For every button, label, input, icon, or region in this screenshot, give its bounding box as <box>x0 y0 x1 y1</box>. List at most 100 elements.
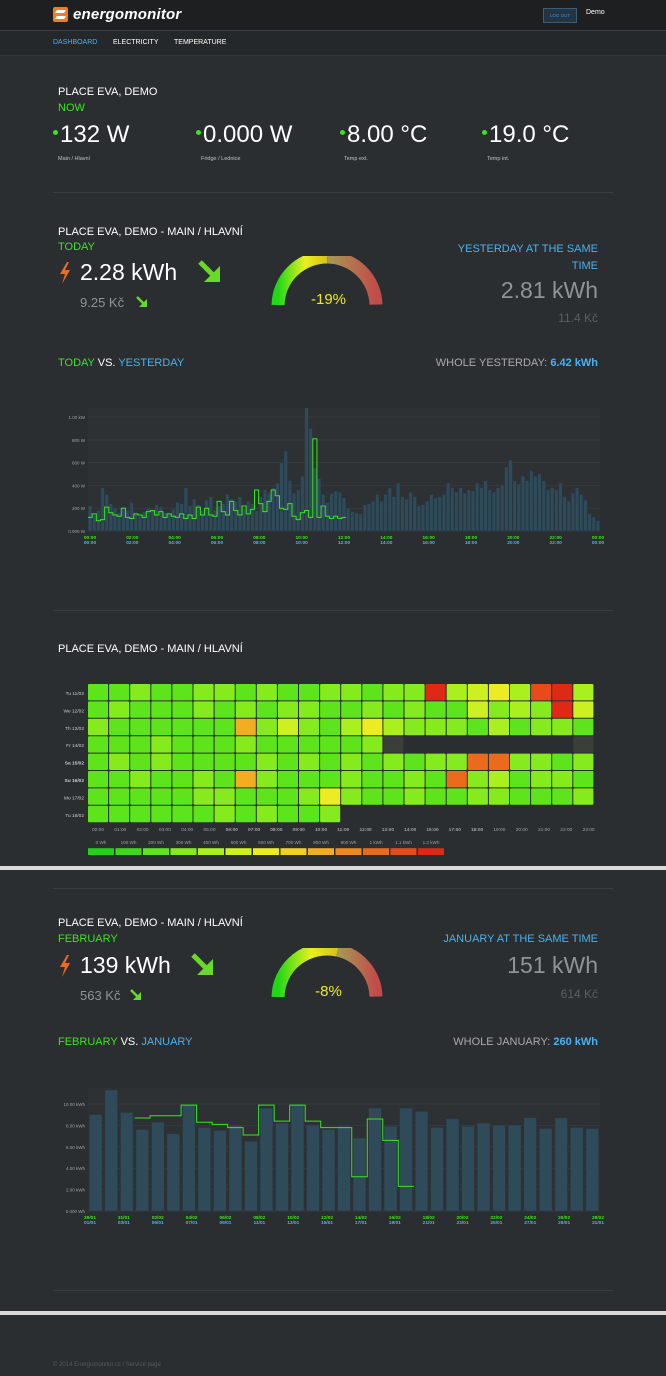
heatmap-cell <box>383 788 404 805</box>
chart-bar <box>383 494 388 532</box>
chart-bar <box>104 494 109 532</box>
compare-title: JANUARY AT THE SAME TIME <box>443 933 598 945</box>
heatmap-cell <box>320 805 341 823</box>
heatmap-cell <box>531 753 552 770</box>
legend-february[interactable]: FEBRUARY <box>58 1036 118 1048</box>
heatmap-cell <box>235 701 256 718</box>
heatmap-cell <box>151 701 172 718</box>
chart-bar <box>263 489 267 532</box>
chart-bar <box>175 502 180 532</box>
heatmap-cell <box>193 736 214 753</box>
heatmap-cell <box>235 684 256 701</box>
legend-today[interactable]: TODAY <box>58 357 95 369</box>
daily-cost: 9.25 Kč <box>80 295 125 310</box>
reading-fridge-label[interactable]: Fridge / Lednice <box>201 156 241 162</box>
heatmap-cell <box>552 701 573 718</box>
monthly-value: 139 kWh <box>80 952 171 978</box>
chart-bar <box>121 506 126 532</box>
heatmap-cell <box>88 788 109 805</box>
comparison-gauge <box>271 256 383 306</box>
legend-yesterday[interactable]: YESTERDAY <box>118 357 185 369</box>
x-tick-label: 10/02 <box>287 1215 299 1221</box>
reading-temp-ext-label[interactable]: Temp ext. <box>344 156 368 162</box>
x-tick-label-compare: 12:00 <box>338 540 351 546</box>
live-dot-icon <box>196 130 201 135</box>
arrow-down-right-icon <box>130 989 141 1000</box>
x-tick-label: 10:00 <box>296 535 309 541</box>
x-tick-label: 18:00 <box>465 535 478 541</box>
x-tick-label-compare: 20:00 <box>507 540 520 546</box>
heatmap-cell <box>488 771 509 788</box>
x-tick-label-compare: 27/01 <box>524 1220 536 1226</box>
x-tick-label-compare: 19/01 <box>389 1220 401 1226</box>
chart-bar <box>367 503 371 532</box>
compare-title: YESTERDAY AT THE SAME TIME <box>457 243 598 272</box>
heatmap-hour-label: 06:00 <box>226 827 239 833</box>
brand-logo[interactable]: energomonitor <box>53 6 181 23</box>
heatmap-cell <box>488 718 509 736</box>
reading-temp-int-label[interactable]: Temp int. <box>487 156 510 162</box>
chart-bar <box>291 1103 304 1212</box>
heatmap-cell <box>341 771 362 788</box>
heatmap-cell <box>488 684 509 701</box>
heatmap-cell <box>256 718 277 736</box>
heatmap-cell <box>320 771 341 788</box>
nav-item-temperature[interactable]: TEMPERATURE <box>174 39 227 46</box>
chart-bar <box>362 504 367 532</box>
scale-label: 400 Wh <box>203 840 219 845</box>
hourly-heatmap[interactable]: Tu 11/02 We 12/02 Th 13/02 Fr 14/02 Sa 15/02… <box>55 680 613 855</box>
heatmap-cell <box>130 718 151 736</box>
scale-swatch <box>115 848 142 855</box>
heatmap-cell <box>88 701 109 718</box>
heatmap-cell <box>446 771 467 788</box>
heatmap-cell <box>383 753 404 770</box>
nav-item-electricity[interactable]: ELECTRICITY <box>113 39 159 46</box>
heatmap-cell <box>383 701 404 718</box>
user-name[interactable]: Demo <box>586 9 605 16</box>
heatmap-hour-label: 22:00 <box>560 827 572 833</box>
scale-label: 600 Wh <box>258 840 274 845</box>
chart-bar <box>296 489 301 532</box>
chart-bar <box>188 505 192 532</box>
logout-button[interactable]: LOG OUT <box>543 8 577 23</box>
heatmap-cell <box>109 753 130 770</box>
heatmap-cell <box>130 753 151 770</box>
heatmap-cell <box>151 771 172 788</box>
heatmap-row-label: Fr 14/02 <box>66 743 84 749</box>
scale-label: 1.1 kWh <box>395 840 412 845</box>
scale-swatch <box>88 848 114 855</box>
chart-bar <box>533 476 538 532</box>
scale-label: 200 Wh <box>148 840 164 845</box>
heatmap-cell <box>320 701 341 718</box>
chart-bar <box>321 494 326 532</box>
heatmap-cell <box>172 701 193 718</box>
legend-january[interactable]: JANUARY <box>141 1036 193 1048</box>
heatmap-cell <box>404 771 425 788</box>
heatmap-cell <box>446 684 467 701</box>
nav-item-dashboard[interactable]: DASHBOARD <box>53 39 98 46</box>
heatmap-cell <box>256 805 277 823</box>
monthly-energy-chart[interactable]: 0.000 Wh 2.00 kWh 4.00 kWh 6.00 kWh 8.00 kWh… <box>55 1085 613 1230</box>
section-separator <box>0 1311 666 1315</box>
heatmap-cell <box>552 788 573 805</box>
heatmap-cell <box>214 701 235 718</box>
footer-text[interactable]: © 2014 Energomonitor.cz / Service page <box>53 1362 161 1368</box>
chart-bar <box>179 503 184 532</box>
heatmap-cell <box>552 771 573 788</box>
chart-bar <box>446 483 450 532</box>
heatmap-cell <box>256 736 277 753</box>
heatmap-cell <box>109 736 130 753</box>
heatmap-cell <box>277 684 298 701</box>
heatmap-cell <box>531 718 552 736</box>
chart-bar <box>322 1129 335 1212</box>
heatmap-cell <box>467 771 488 788</box>
chart-bar <box>267 493 271 532</box>
brand-name: energomonitor <box>73 6 182 23</box>
chart-bar <box>258 496 263 532</box>
x-tick-label-compare: 21/01 <box>423 1220 435 1226</box>
heatmap-cell <box>235 805 256 823</box>
chart-bar <box>225 494 230 532</box>
heatmap-cell <box>383 718 404 736</box>
reading-main-label[interactable]: Main / Hlavní <box>58 156 91 162</box>
